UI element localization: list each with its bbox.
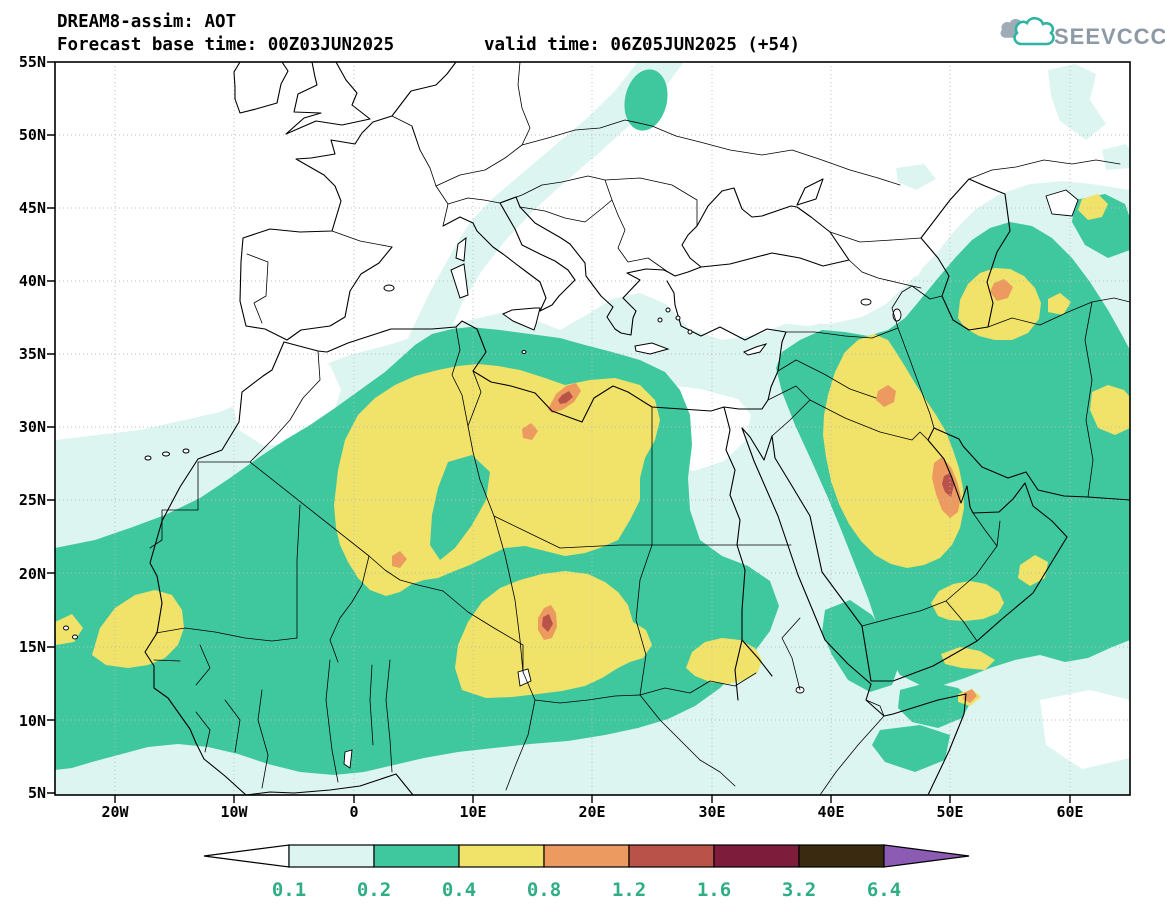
x-axis-labels: 20W 10W 0 10E 20E 30E 40E 50E 60E	[101, 803, 1083, 821]
colorbar-arrow-above	[883, 844, 970, 868]
colorbar-segment	[543, 844, 630, 868]
y-tick-label: 55N	[19, 53, 46, 71]
y-tick-label: 50N	[19, 126, 46, 144]
x-tick-label: 20E	[578, 803, 605, 821]
colorbar-legend: 0.1 0.2 0.4 0.8 1.2 1.6 3.2 6.4	[203, 844, 970, 901]
colorbar-segment	[798, 844, 885, 868]
x-tick-label: 40E	[817, 803, 844, 821]
y-axis-labels: 5N 10N 15N 20N 25N 30N 35N 40N 45N 50N 5…	[19, 53, 46, 802]
colorbar-segment	[288, 844, 375, 868]
x-tick-label: 20W	[101, 803, 129, 821]
y-tick-label: 25N	[19, 491, 46, 509]
y-tick-label: 15N	[19, 638, 46, 656]
y-tick-label: 5N	[28, 784, 46, 802]
y-tick-label: 30N	[19, 418, 46, 436]
page-title: DREAM8-assim: AOT	[57, 12, 236, 32]
lakes	[343, 189, 1079, 769]
colorbar-label: 0.1	[272, 879, 306, 901]
y-tick-label: 35N	[19, 345, 46, 363]
logo-text: SEEVCCC	[1054, 24, 1165, 49]
x-tick-label: 60E	[1056, 803, 1083, 821]
colorbar-segment	[373, 844, 460, 868]
map-area	[55, 62, 1130, 795]
aot-fill-0p4	[55, 194, 1130, 706]
colorbar-label: 6.4	[867, 879, 901, 901]
y-tick-label: 40N	[19, 272, 46, 290]
axis-tick-marks	[47, 61, 1071, 803]
cloud-icon	[1000, 16, 1055, 46]
coastlines	[63, 62, 1130, 795]
colorbar-label: 1.6	[697, 879, 731, 901]
colorbar-segment	[458, 844, 545, 868]
y-tick-label: 45N	[19, 199, 46, 217]
colorbar-label: 1.2	[612, 879, 646, 901]
x-tick-label: 10E	[459, 803, 486, 821]
aot-fill-1p2	[542, 391, 954, 632]
header: DREAM8-assim: AOT Forecast base time: 00…	[57, 12, 800, 55]
colorbar-label: 0.2	[357, 879, 391, 901]
colorbar-segment	[628, 844, 715, 868]
seevccc-logo: SEEVCCC	[1000, 16, 1165, 49]
colorbar-label: 3.2	[782, 879, 816, 901]
colorbar-label: 0.8	[527, 879, 561, 901]
base-time-label: Forecast base time: 00Z03JUN2025	[57, 35, 394, 55]
country-borders	[149, 62, 1130, 795]
y-tick-label: 10N	[19, 712, 46, 730]
valid-time-label: valid time: 06Z05JUN2025 (+54)	[484, 35, 800, 55]
colorbar-segment	[713, 844, 800, 868]
colorbar-arrow-below	[203, 844, 290, 868]
colorbar-label: 0.4	[442, 879, 476, 901]
y-tick-label: 20N	[19, 565, 46, 583]
x-tick-label: 0	[349, 803, 358, 821]
aot-green-notch	[430, 455, 490, 560]
x-tick-label: 50E	[936, 803, 963, 821]
colorbar-labels: 0.1 0.2 0.4 0.8 1.2 1.6 3.2 6.4	[272, 879, 901, 901]
x-tick-label: 30E	[698, 803, 725, 821]
x-tick-label: 10W	[220, 803, 248, 821]
